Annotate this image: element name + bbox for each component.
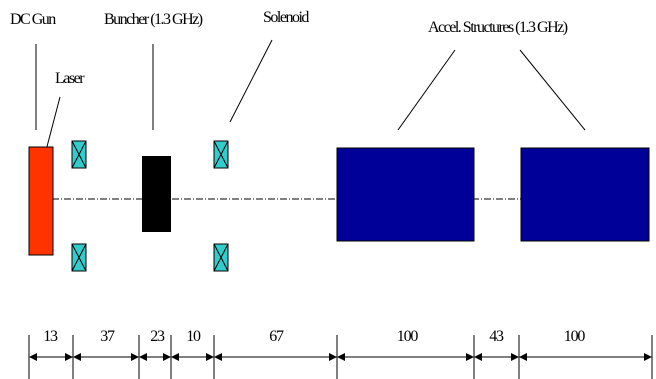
solenoid-2-lower [213,243,229,272]
dimension-value: 43 [489,328,504,345]
accel-structures-label: Accel. Structures (1.3 GHz) [428,19,568,36]
laser-label: Laser [55,70,85,87]
buncher [142,156,171,232]
dimension-value: 23 [150,328,165,345]
dimension-value: 37 [100,328,115,345]
solenoid-label: Solenoid [263,9,309,26]
accel-structure-2 [520,147,650,242]
dimension-value: 100 [397,328,419,345]
accel-leader-1 [397,49,456,131]
buncher-label: Buncher (1.3 GHz) [104,11,203,28]
accel-leader-2 [519,49,586,131]
solenoid-1-lower [71,243,87,272]
accel-structure-1 [336,147,475,242]
solenoid-leader [229,39,273,123]
dc-gun [28,146,54,256]
dimension-line [28,335,653,379]
dimension-value: 10 [186,328,201,345]
dc-gun-label: DC Gun [10,11,56,28]
dimension-value: 13 [43,328,58,345]
dimension-value: 67 [269,328,284,345]
dimension-value: 100 [564,328,586,345]
solenoid-1-upper [71,140,87,169]
solenoid-2-upper [213,140,229,169]
